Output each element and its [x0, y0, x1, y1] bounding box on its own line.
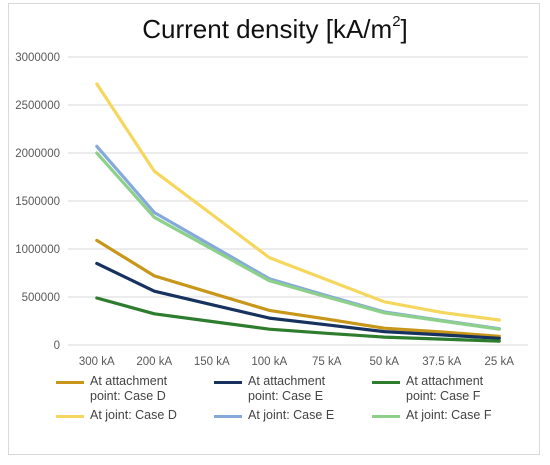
legend-swatch: [372, 381, 400, 384]
legend-swatch: [56, 415, 84, 418]
x-tick-label: 150 kA: [194, 356, 230, 368]
legend-item-attachment-case-f: At attachment point: Case F: [372, 374, 526, 404]
chart-legend: At attachment point: Case D At attachment…: [56, 374, 526, 423]
legend-item-attachment-case-d: At attachment point: Case D: [56, 374, 214, 404]
x-tick-label: 75 kA: [312, 356, 342, 368]
y-tick-label: 2000000: [15, 148, 60, 160]
x-tick-label: 100 kA: [251, 356, 287, 368]
legend-label: At joint: Case F: [406, 408, 492, 422]
legend-swatch: [214, 381, 242, 384]
series-line-4: [95, 82, 501, 322]
legend-label: At attachment: [406, 374, 484, 388]
legend-item-joint-case-d: At joint: Case D: [56, 408, 214, 423]
legend-swatch: [56, 381, 84, 384]
chart-frame: [8, 3, 540, 455]
x-tick-label: 50 kA: [370, 356, 400, 368]
legend-item-joint-case-f: At joint: Case F: [372, 408, 526, 423]
series-line-2: [95, 261, 501, 340]
legend-label: At joint: Case E: [248, 408, 335, 422]
legend-label: point: Case F: [406, 389, 481, 403]
series-line-3: [95, 296, 501, 343]
x-tick-label: 25 kA: [485, 356, 515, 368]
legend-item-attachment-case-e: At attachment point: Case E: [214, 374, 372, 404]
legend-item-joint-case-e: At joint: Case E: [214, 408, 372, 423]
legend-swatch: [214, 415, 242, 418]
legend-label: point: Case E: [248, 389, 324, 403]
x-tick-label: 300 kA: [79, 356, 115, 368]
y-tick-label: 0: [54, 340, 60, 352]
y-tick-label: 1000000: [15, 244, 60, 256]
legend-label: At attachment: [90, 374, 168, 388]
y-tick-label: 1500000: [15, 196, 60, 208]
chart-title: Current density [kA/m2]: [0, 13, 550, 45]
legend-label: point: Case D: [90, 389, 166, 403]
series-line-6: [95, 151, 501, 331]
x-tick-label: 200 kA: [136, 356, 172, 368]
series-line-1: [95, 238, 501, 338]
chart-title-main: Current density [kA/m: [142, 14, 393, 44]
y-tick-label: 2500000: [15, 100, 60, 112]
chart-title-end: ]: [400, 14, 408, 44]
y-tick-label: 500000: [22, 292, 60, 304]
chart-title-superscript: 2: [392, 13, 401, 31]
y-tick-label: 3000000: [15, 52, 60, 64]
x-tick-label: 37.5 kA: [422, 356, 461, 368]
legend-label: At joint: Case D: [90, 408, 177, 422]
legend-swatch: [372, 415, 400, 418]
legend-label: At attachment: [248, 374, 326, 388]
